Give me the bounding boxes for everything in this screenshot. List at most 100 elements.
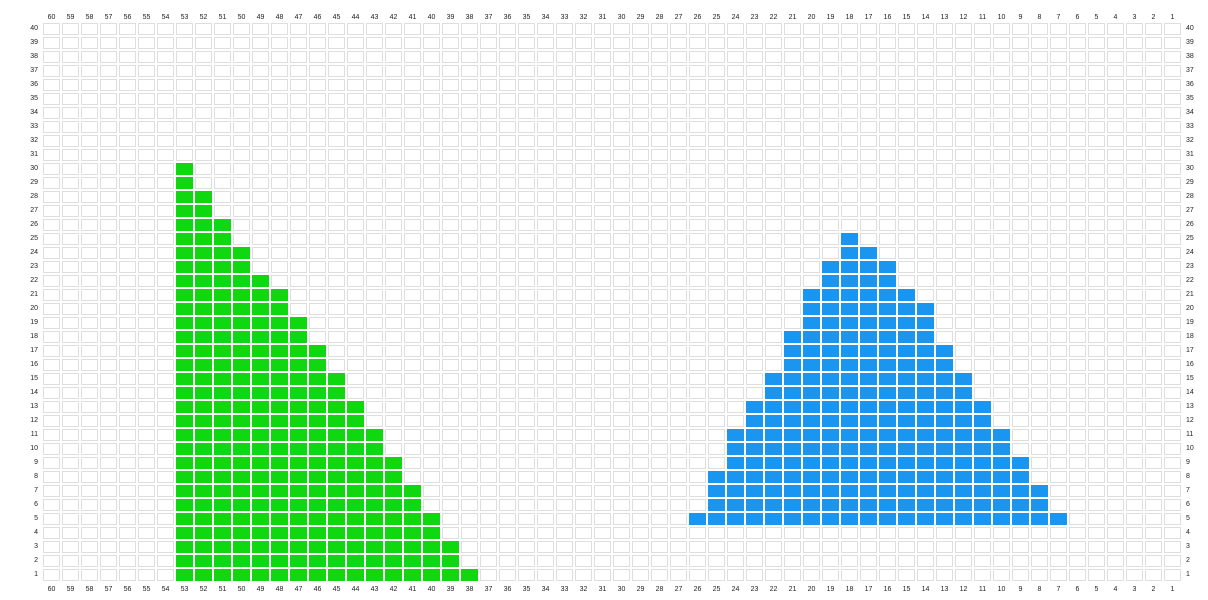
grid-cell-48-18 bbox=[270, 330, 289, 344]
grid-cell-56-38 bbox=[119, 51, 136, 63]
grid-cell-46-20 bbox=[309, 303, 326, 315]
grid-cell-52-27 bbox=[194, 204, 213, 218]
grid-cell-16-17 bbox=[878, 344, 897, 358]
grid-cell-49-40 bbox=[252, 23, 269, 35]
grid-cell-58-39 bbox=[81, 37, 98, 49]
grid-cell-40-10 bbox=[423, 443, 440, 455]
grid-cell-29-40 bbox=[632, 23, 649, 35]
grid-cell-21-2 bbox=[784, 555, 801, 567]
grid-cell-8-34 bbox=[1031, 107, 1048, 119]
grid-cell-16-31 bbox=[879, 149, 896, 161]
grid-cell-22-1 bbox=[765, 569, 782, 581]
grid-cell-28-16 bbox=[651, 359, 668, 371]
grid-cell-29-12 bbox=[632, 415, 649, 427]
grid-cell-35-7 bbox=[518, 485, 535, 497]
grid-cell-57-3 bbox=[100, 541, 117, 553]
grid-cell-38-30 bbox=[461, 163, 478, 175]
grid-cell-51-23 bbox=[213, 260, 232, 274]
grid-cell-45-26 bbox=[328, 219, 345, 231]
grid-cell-10-22 bbox=[993, 275, 1010, 287]
grid-cell-18-28 bbox=[841, 191, 858, 203]
grid-cell-6-38 bbox=[1069, 51, 1086, 63]
grid-cell-17-29 bbox=[860, 177, 877, 189]
grid-cell-26-34 bbox=[689, 107, 706, 119]
grid-cell-19-8 bbox=[821, 470, 840, 484]
grid-cell-29-36 bbox=[632, 79, 649, 91]
grid-cell-34-31 bbox=[537, 149, 554, 161]
grid-cell-59-11 bbox=[62, 429, 79, 441]
grid-cell-38-22 bbox=[461, 275, 478, 287]
row-label-right: 23 bbox=[1186, 263, 1194, 270]
grid-cell-12-34 bbox=[955, 107, 972, 119]
grid-cell-6-28 bbox=[1069, 191, 1086, 203]
grid-cell-54-19 bbox=[157, 317, 174, 329]
grid-cell-20-3 bbox=[803, 541, 820, 553]
grid-cell-16-19 bbox=[878, 316, 897, 330]
grid-cell-24-37 bbox=[727, 65, 744, 77]
grid-cell-31-28 bbox=[594, 191, 611, 203]
grid-cell-34-30 bbox=[537, 163, 554, 175]
grid-cell-26-13 bbox=[689, 401, 706, 413]
grid-cell-59-27 bbox=[62, 205, 79, 217]
grid-cell-41-37 bbox=[404, 65, 421, 77]
grid-cell-48-14 bbox=[270, 386, 289, 400]
grid-cell-16-1 bbox=[879, 569, 896, 581]
grid-cell-30-14 bbox=[613, 387, 630, 399]
grid-cell-54-13 bbox=[157, 401, 174, 413]
grid-cell-13-18 bbox=[936, 331, 953, 343]
grid-cell-35-21 bbox=[518, 289, 535, 301]
grid-cell-13-25 bbox=[936, 233, 953, 245]
grid-cell-45-30 bbox=[328, 163, 345, 175]
grid-cell-55-34 bbox=[138, 107, 155, 119]
grid-cell-20-2 bbox=[803, 555, 820, 567]
grid-cell-1-2 bbox=[1164, 555, 1181, 567]
grid-cell-43-9 bbox=[365, 456, 384, 470]
grid-cell-25-22 bbox=[708, 275, 725, 287]
column-label-bottom: 1 bbox=[1170, 586, 1175, 593]
grid-cell-1-9 bbox=[1164, 457, 1181, 469]
grid-cell-23-10 bbox=[745, 442, 764, 456]
grid-cell-31-10 bbox=[594, 443, 611, 455]
grid-cell-37-36 bbox=[480, 79, 497, 91]
grid-cell-20-5 bbox=[802, 512, 821, 526]
grid-cell-12-27 bbox=[955, 205, 972, 217]
grid-cell-44-28 bbox=[347, 191, 364, 203]
grid-cell-15-20 bbox=[897, 302, 916, 316]
grid-cell-21-6 bbox=[783, 498, 802, 512]
grid-cell-28-34 bbox=[651, 107, 668, 119]
grid-cell-16-28 bbox=[879, 191, 896, 203]
grid-cell-33-10 bbox=[556, 443, 573, 455]
grid-cell-55-24 bbox=[138, 247, 155, 259]
grid-cell-14-36 bbox=[917, 79, 934, 91]
grid-cell-14-19 bbox=[916, 316, 935, 330]
grid-cell-59-40 bbox=[62, 23, 79, 35]
grid-cell-50-16 bbox=[232, 358, 251, 372]
grid-cell-6-23 bbox=[1069, 261, 1086, 273]
grid-cell-32-24 bbox=[575, 247, 592, 259]
column-label-top: 24 bbox=[731, 14, 740, 21]
grid-cell-57-14 bbox=[100, 387, 117, 399]
grid-cell-9-14 bbox=[1012, 387, 1029, 399]
grid-cell-14-8 bbox=[916, 470, 935, 484]
column-label-top: 8 bbox=[1037, 14, 1042, 21]
grid-cell-22-29 bbox=[765, 177, 782, 189]
grid-cell-4-7 bbox=[1107, 485, 1124, 497]
grid-cell-17-30 bbox=[860, 163, 877, 175]
grid-cell-34-6 bbox=[537, 499, 554, 511]
grid-cell-23-2 bbox=[746, 555, 763, 567]
grid-cell-27-14 bbox=[670, 387, 687, 399]
grid-cell-25-3 bbox=[708, 541, 725, 553]
grid-cell-8-35 bbox=[1031, 93, 1048, 105]
grid-cell-55-6 bbox=[138, 499, 155, 511]
grid-cell-31-40 bbox=[594, 23, 611, 35]
grid-cell-43-3 bbox=[365, 540, 384, 554]
column-label-bottom: 50 bbox=[237, 586, 246, 593]
grid-cell-39-12 bbox=[442, 415, 459, 427]
grid-cell-27-1 bbox=[670, 569, 687, 581]
grid-cell-34-22 bbox=[537, 275, 554, 287]
grid-cell-35-17 bbox=[518, 345, 535, 357]
grid-cell-55-36 bbox=[138, 79, 155, 91]
grid-cell-22-17 bbox=[765, 345, 782, 357]
grid-cell-43-18 bbox=[366, 331, 383, 343]
grid-cell-18-32 bbox=[841, 135, 858, 147]
